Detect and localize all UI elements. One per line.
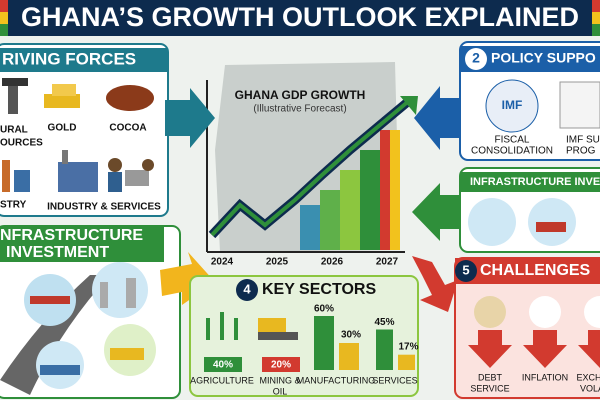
panel-header — [455, 258, 600, 284]
number-badge — [465, 48, 487, 70]
sector-label: AGRICULTURE — [190, 375, 254, 385]
panel-title: CHALLENGES — [480, 262, 591, 279]
item-label: SERVICE — [470, 383, 509, 393]
item-label: EXCHA — [576, 372, 600, 382]
panel-header — [460, 172, 600, 192]
icons — [206, 312, 298, 340]
logo-text: IMF — [502, 98, 523, 112]
title-bar — [0, 0, 600, 36]
icons — [0, 262, 156, 395]
year-label: 2025 — [266, 257, 289, 268]
value-label: 30% — [341, 330, 361, 341]
bar — [339, 343, 359, 370]
icons — [468, 296, 600, 368]
panel-title: RIVING FORCES — [2, 49, 136, 68]
panel-title: POLICY SUPPO — [491, 50, 596, 66]
number-badge — [455, 260, 477, 282]
value-label: 45% — [374, 317, 394, 328]
value-badge — [204, 357, 242, 372]
item-label: INDUSTRY & SERVICES — [47, 202, 161, 213]
flag-stripe — [592, 0, 600, 12]
chart-subtitle: (Illustrative Forecast) — [253, 104, 346, 115]
bar — [398, 354, 415, 370]
year-label: 2026 — [321, 257, 344, 268]
bar — [376, 329, 393, 370]
value-label: 20% — [271, 360, 291, 371]
item-label: OURCES — [0, 138, 43, 149]
item-label: STRY — [0, 200, 27, 211]
flag-stripe — [592, 24, 600, 36]
item-label: CONSOLIDATION — [471, 146, 553, 157]
panel-title: INVESTMENT — [6, 244, 109, 261]
icons — [2, 78, 154, 192]
panel-title: KEY SECTORS — [262, 281, 376, 298]
flag-stripe — [0, 12, 8, 24]
number-badge — [236, 279, 258, 301]
item-label: COCOA — [109, 123, 146, 134]
chart-title: GHANA GDP GROWTH — [235, 88, 366, 102]
value-badge — [262, 357, 300, 372]
bar — [314, 316, 334, 370]
panel-title: NFRASTRUCTURE — [0, 227, 143, 244]
item-label: URAL — [0, 125, 28, 136]
key-sectors-panel — [189, 275, 419, 397]
arrow — [160, 252, 215, 305]
value-label: 60% — [314, 304, 334, 315]
year-label: 2027 — [376, 257, 399, 268]
flag-bars — [300, 130, 400, 250]
sector-label: SERVICES — [372, 375, 417, 385]
panel-header — [0, 48, 168, 72]
value-label: 17% — [398, 341, 418, 352]
road-icon — [468, 198, 516, 246]
sector-label: MINING & — [259, 375, 300, 385]
arrow — [412, 256, 458, 312]
growth-line — [210, 98, 412, 237]
panel-number: 5 — [462, 262, 469, 277]
value-label: 40% — [213, 360, 233, 371]
sector-label: OIL — [273, 386, 288, 396]
page-title: GHANA’S GROWTH OUTLOOK EXPLAINED — [21, 2, 579, 32]
sector-label: MANUFACTURING — [297, 375, 376, 385]
imf-logo — [485, 79, 539, 133]
item-label: IMF SUR — [566, 135, 600, 146]
arrow — [412, 183, 465, 241]
flag-stripe — [0, 24, 8, 36]
panel-header — [0, 226, 164, 262]
item-label: FISCAL — [494, 135, 529, 146]
year-label: 2024 — [211, 257, 234, 268]
item-label: GOLD — [48, 123, 77, 134]
arrow — [165, 88, 215, 148]
arrow-head — [400, 96, 418, 115]
item-label: VOLA — [580, 383, 600, 393]
document-icon — [559, 81, 600, 129]
item-label: DEBT — [478, 372, 503, 382]
item-label: INFLATION — [522, 372, 568, 382]
flag-stripe — [592, 12, 600, 24]
panel-title: INFRASTRUCTURE INVEST — [470, 176, 600, 188]
panel-number: 2 — [472, 50, 480, 66]
item-label: PROG — [566, 146, 596, 157]
arrow — [414, 86, 465, 150]
panel-number: 4 — [243, 281, 251, 296]
ship — [536, 222, 566, 232]
flag-stripe — [0, 0, 8, 12]
